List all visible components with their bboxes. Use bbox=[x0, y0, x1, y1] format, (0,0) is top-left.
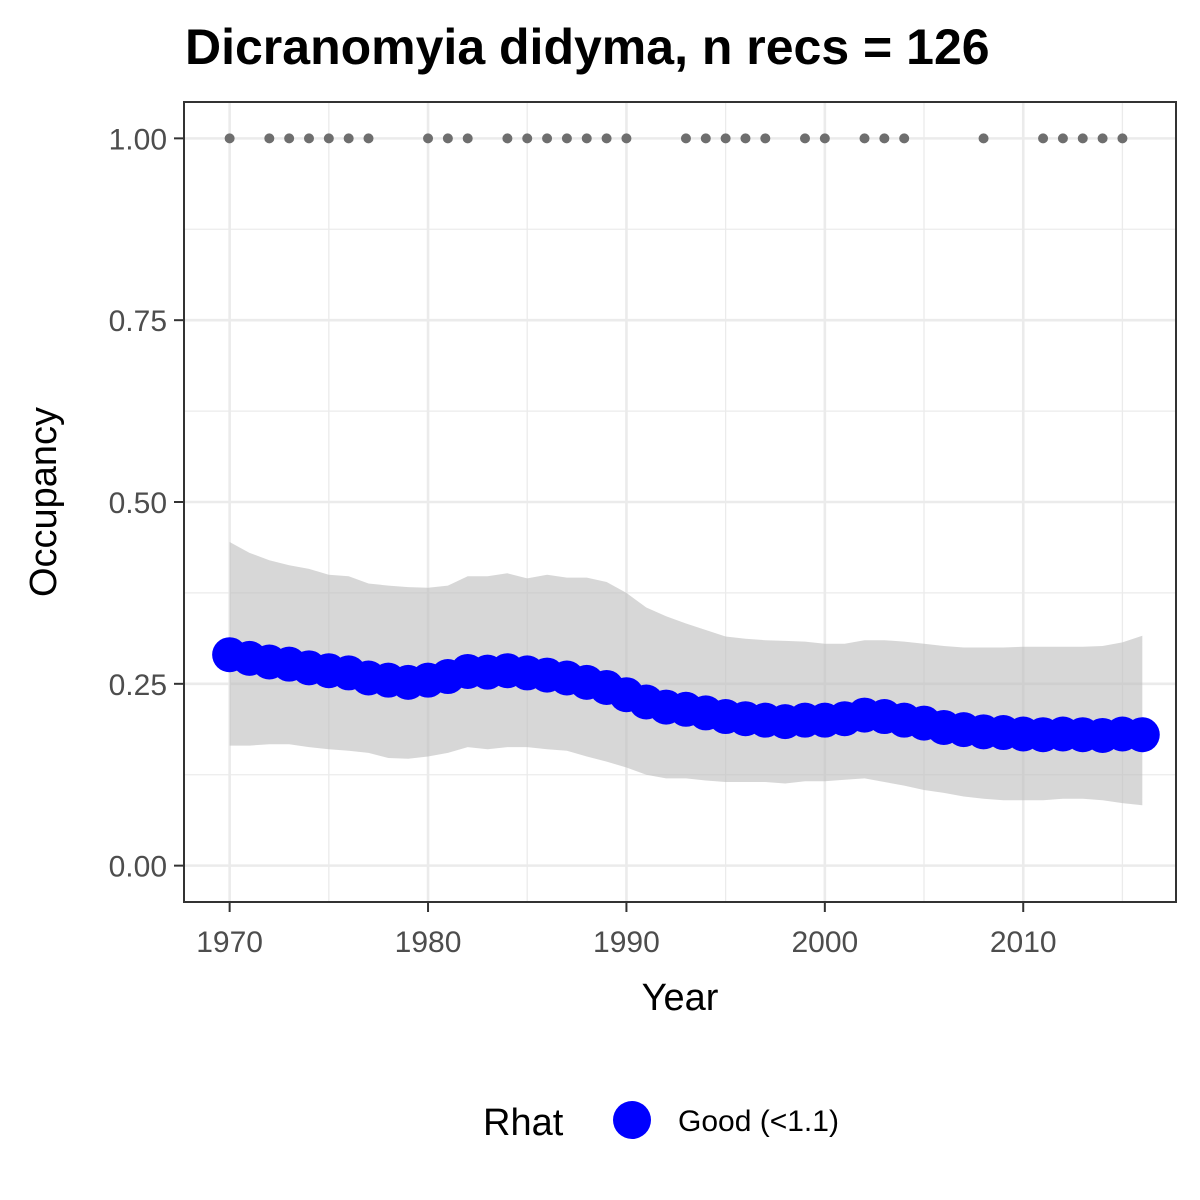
y-tick-label: 1.00 bbox=[109, 123, 167, 156]
record-point bbox=[561, 133, 572, 144]
record-point bbox=[601, 133, 612, 144]
x-tick-label: 1970 bbox=[196, 926, 263, 959]
x-tick-label: 2010 bbox=[990, 926, 1057, 959]
x-tick-label: 1980 bbox=[395, 926, 462, 959]
record-point bbox=[284, 133, 295, 144]
record-point bbox=[542, 133, 553, 144]
mean-occupancy-points bbox=[212, 637, 1160, 753]
record-point bbox=[859, 133, 870, 144]
y-axis-title: Occupancy bbox=[23, 407, 65, 597]
y-tick-label: 0.25 bbox=[109, 669, 167, 702]
record-point bbox=[899, 133, 910, 144]
x-axis-title: Year bbox=[642, 977, 719, 1019]
record-point bbox=[621, 133, 632, 144]
record-point bbox=[442, 133, 453, 144]
record-point bbox=[1117, 133, 1128, 144]
record-point bbox=[323, 133, 334, 144]
record-point bbox=[1097, 133, 1108, 144]
record-point bbox=[522, 133, 533, 144]
mean-point bbox=[1124, 717, 1160, 753]
x-tick-label: 2000 bbox=[791, 926, 858, 959]
y-tick-label: 0.50 bbox=[109, 487, 167, 520]
record-point bbox=[224, 133, 235, 144]
record-point bbox=[978, 133, 989, 144]
y-tick-label: 0.75 bbox=[109, 305, 167, 338]
legend-label-good: Good (<1.1) bbox=[678, 1105, 839, 1138]
record-point bbox=[502, 133, 513, 144]
record-point bbox=[700, 133, 711, 144]
chart-title: Dicranomyia didyma, n recs = 126 bbox=[185, 19, 990, 75]
record-point bbox=[760, 133, 771, 144]
x-tick-label: 1990 bbox=[593, 926, 660, 959]
record-point bbox=[680, 133, 691, 144]
record-point bbox=[799, 133, 810, 144]
record-point bbox=[363, 133, 374, 144]
legend-key-good bbox=[613, 1101, 651, 1139]
record-point bbox=[303, 133, 314, 144]
record-point bbox=[720, 133, 731, 144]
record-point bbox=[1038, 133, 1049, 144]
record-point bbox=[462, 133, 473, 144]
record-point bbox=[581, 133, 592, 144]
record-point bbox=[343, 133, 354, 144]
credible-interval-ribbon bbox=[229, 542, 1143, 806]
y-tick-label: 0.00 bbox=[109, 851, 167, 884]
legend: Rhat Good (<1.1) bbox=[483, 1101, 839, 1144]
record-point bbox=[740, 133, 751, 144]
record-point bbox=[1077, 133, 1088, 144]
record-point bbox=[423, 133, 434, 144]
x-axis: 1970 1980 1990 2000 2010 bbox=[196, 902, 1057, 959]
record-points bbox=[224, 133, 1128, 144]
legend-title: Rhat bbox=[483, 1102, 564, 1144]
y-axis: 0.00 0.25 0.50 0.75 1.00 bbox=[109, 123, 184, 884]
record-point bbox=[819, 133, 830, 144]
record-point bbox=[1057, 133, 1068, 144]
record-point bbox=[264, 133, 275, 144]
record-point bbox=[879, 133, 890, 144]
